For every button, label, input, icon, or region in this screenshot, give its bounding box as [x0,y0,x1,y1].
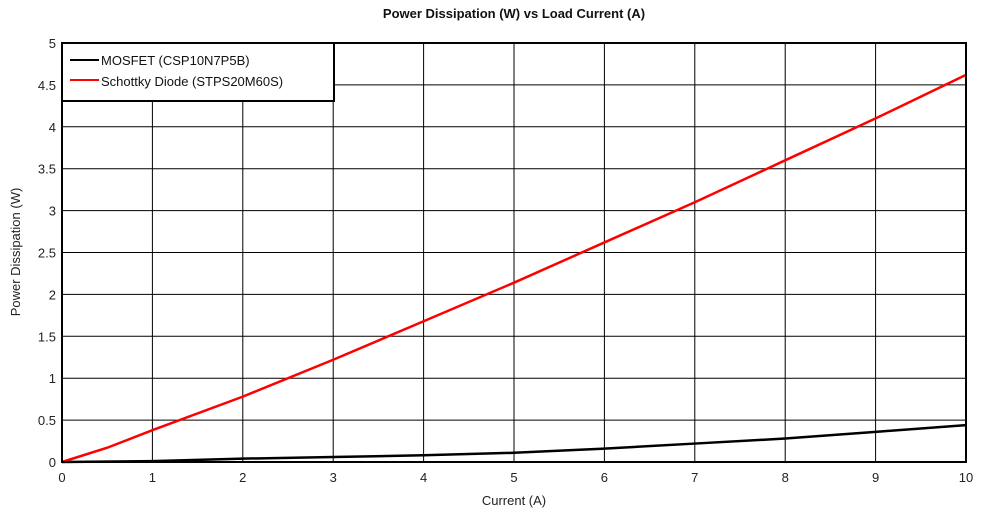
x-tick-label: 0 [58,470,65,485]
y-tick-label: 3 [49,204,56,219]
y-axis-label: Power Dissipation (W) [8,188,23,317]
legend-box [61,42,335,102]
x-tick-label: 5 [510,470,517,485]
y-tick-label: 2 [49,287,56,302]
legend: MOSFET (CSP10N7P5B) Schottky Diode (STPS… [61,42,335,102]
x-tick-label: 6 [601,470,608,485]
legend-label-diode: Schottky Diode (STPS20M60S) [101,74,283,89]
x-tick-label: 3 [330,470,337,485]
x-tick-label: 8 [782,470,789,485]
y-tick-label: 2.5 [38,246,56,261]
y-tick-label: 4 [49,120,56,135]
x-axis-label: Current (A) [482,493,546,508]
y-tick-label: 0 [49,455,56,470]
chart-title: Power Dissipation (W) vs Load Current (A… [383,6,645,21]
grid [61,42,967,463]
y-tick-label: 4.5 [38,78,56,93]
y-tick-label: 3.5 [38,162,56,177]
x-tick-label: 4 [420,470,427,485]
y-tick-label: 1.5 [38,329,56,344]
x-tick-label: 2 [239,470,246,485]
plot-frame [61,42,967,463]
series-line-mosfet [61,423,967,464]
legend-label-mosfet: MOSFET (CSP10N7P5B) [101,53,250,68]
series-group [61,73,967,464]
x-tick-label: 7 [691,470,698,485]
y-tick-label: 5 [49,36,56,51]
y-tick-label: 0.5 [38,413,56,428]
y-tick-labels: 0 0.5 1 1.5 2 2.5 3 3.5 4 4.5 5 [38,36,56,470]
x-tick-label: 9 [872,470,879,485]
x-tick-label: 10 [959,470,973,485]
x-tick-label: 1 [149,470,156,485]
series-line-diode [61,73,967,464]
y-tick-label: 1 [49,371,56,386]
x-tick-labels: 0 1 2 3 4 5 6 7 8 9 10 [58,470,973,485]
